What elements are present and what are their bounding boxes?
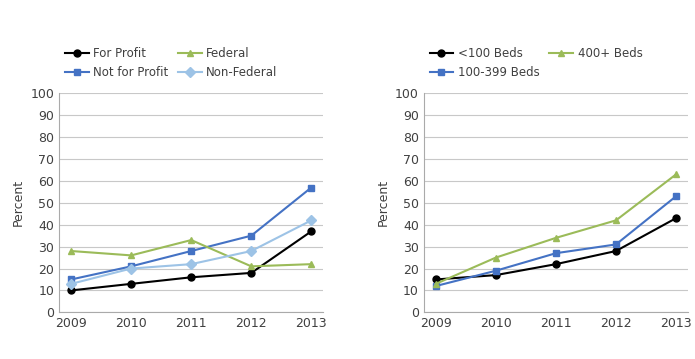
Y-axis label: Percent: Percent xyxy=(12,179,25,227)
<100 Beds xyxy=(612,249,620,253)
For Profit xyxy=(67,288,75,293)
Not for Profit xyxy=(247,233,256,238)
<100 Beds xyxy=(432,277,440,281)
Federal xyxy=(307,262,316,266)
Federal xyxy=(187,238,195,242)
100-399 Beds xyxy=(491,269,500,273)
Non-Federal xyxy=(187,262,195,266)
100-399 Beds xyxy=(672,194,680,199)
Legend: <100 Beds, 100-399 Beds, 400+ Beds: <100 Beds, 100-399 Beds, 400+ Beds xyxy=(430,47,642,79)
100-399 Beds xyxy=(432,284,440,288)
400+ Beds xyxy=(552,236,560,240)
100-399 Beds xyxy=(612,242,620,247)
Federal xyxy=(67,249,75,253)
Line: 400+ Beds: 400+ Beds xyxy=(432,171,680,287)
For Profit xyxy=(247,271,256,275)
Non-Federal xyxy=(307,218,316,223)
Legend: For Profit, Not for Profit, Federal, Non-Federal: For Profit, Not for Profit, Federal, Non… xyxy=(65,47,278,79)
Non-Federal xyxy=(67,282,75,286)
<100 Beds xyxy=(552,262,560,266)
Y-axis label: Percent: Percent xyxy=(377,179,389,227)
400+ Beds xyxy=(612,218,620,223)
For Profit xyxy=(307,229,316,233)
Not for Profit xyxy=(67,277,75,281)
For Profit xyxy=(127,282,136,286)
Federal xyxy=(127,253,136,257)
400+ Beds xyxy=(672,172,680,177)
For Profit xyxy=(187,275,195,279)
Line: <100 Beds: <100 Beds xyxy=(432,215,680,283)
Line: Non-Federal: Non-Federal xyxy=(67,217,315,287)
Line: For Profit: For Profit xyxy=(67,228,315,294)
Not for Profit xyxy=(127,264,136,269)
Not for Profit xyxy=(187,249,195,253)
400+ Beds xyxy=(491,256,500,260)
Non-Federal xyxy=(247,249,256,253)
Federal xyxy=(247,264,256,269)
Line: 100-399 Beds: 100-399 Beds xyxy=(432,193,680,289)
<100 Beds xyxy=(672,216,680,220)
Not for Profit xyxy=(307,185,316,190)
Line: Federal: Federal xyxy=(67,237,315,270)
Line: Not for Profit: Not for Profit xyxy=(67,184,315,283)
<100 Beds xyxy=(491,273,500,277)
Non-Federal xyxy=(127,266,136,271)
100-399 Beds xyxy=(552,251,560,255)
400+ Beds xyxy=(432,282,440,286)
